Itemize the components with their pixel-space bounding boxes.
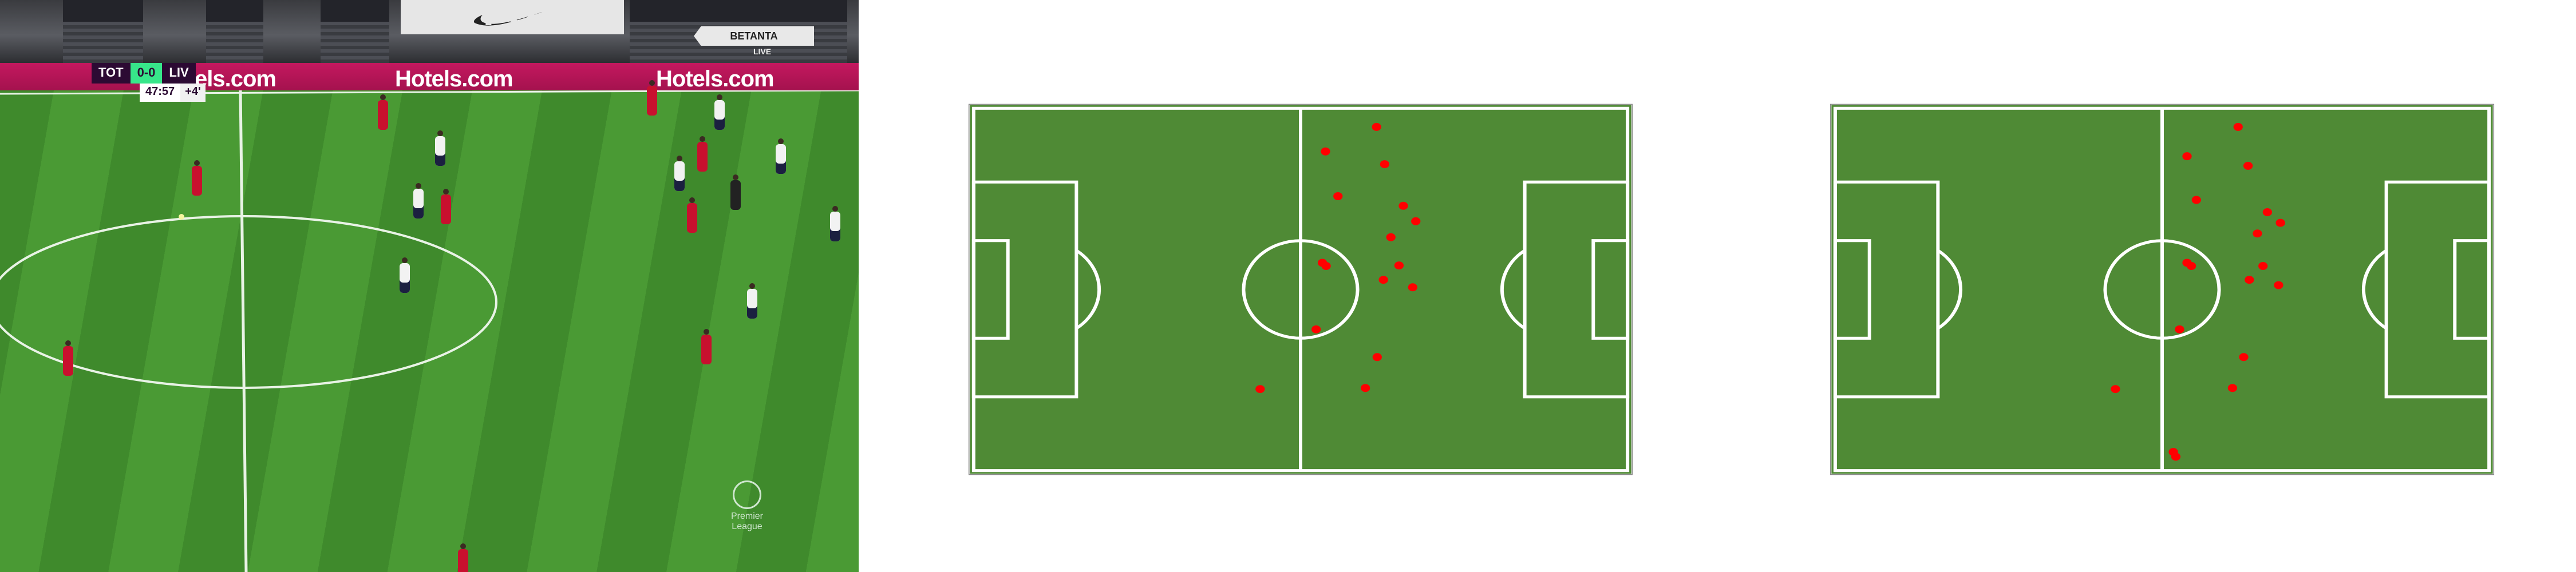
player-dot xyxy=(2171,452,2181,461)
stand-lettering: YOO xyxy=(475,0,575,34)
player-tottenham xyxy=(747,283,757,319)
sponsor-banner-nike xyxy=(401,0,624,34)
player-dot xyxy=(1378,276,1388,284)
player-dot xyxy=(2239,353,2249,362)
player-dot xyxy=(1360,384,1370,392)
player-dot xyxy=(1408,283,1417,292)
tv-live-label: LIVE xyxy=(753,47,772,56)
player-tottenham xyxy=(435,130,445,166)
player-dot xyxy=(2243,161,2253,170)
player-dot xyxy=(2275,219,2285,227)
player-tottenham xyxy=(413,183,424,219)
ad-board-text: Hotels.com xyxy=(395,66,513,92)
pitch-diagram-left xyxy=(967,103,1634,476)
player-dot xyxy=(1311,325,1321,333)
centre-circle xyxy=(2103,239,2221,340)
broadcast-frame: YOO BETANTA LIVE els.com Hotels.com Hote… xyxy=(0,0,859,572)
player-dot xyxy=(1333,192,1343,200)
penalty-arc-right xyxy=(2361,249,2388,330)
player-dot xyxy=(1255,385,1265,394)
player-liverpool xyxy=(441,189,451,224)
ad-board-text: Hotels.com xyxy=(656,66,775,92)
player-dot xyxy=(1398,201,1408,210)
player-tottenham xyxy=(674,156,685,191)
player-dot xyxy=(2227,384,2238,392)
player-dot xyxy=(1394,261,1404,270)
player-dot xyxy=(1321,147,1330,156)
player-tottenham xyxy=(830,206,840,241)
player-dot xyxy=(2262,208,2273,216)
player-liverpool xyxy=(378,94,388,130)
player-dot xyxy=(2253,229,2262,238)
player-dot xyxy=(2274,281,2283,289)
referee xyxy=(730,174,741,210)
player-dot xyxy=(1411,217,1421,225)
player-dot xyxy=(2186,262,2196,271)
player-liverpool xyxy=(63,340,73,376)
competition-logo-text: Premier League xyxy=(730,511,763,531)
player-dot xyxy=(1372,353,1382,362)
player-dot xyxy=(1372,122,1381,131)
pitch-svg xyxy=(1829,103,2495,476)
stadium-stands: YOO BETANTA LIVE xyxy=(0,0,859,64)
touchline xyxy=(0,90,859,95)
goal-area-right xyxy=(1591,239,1630,340)
stand-block xyxy=(321,0,389,64)
player-liverpool xyxy=(697,136,708,172)
player-dot xyxy=(1386,233,1396,241)
player-liverpool xyxy=(458,543,468,572)
goal-area-left xyxy=(971,239,1010,340)
player-dot xyxy=(2233,122,2243,131)
player-tottenham xyxy=(400,257,410,293)
nike-swoosh-icon xyxy=(473,9,550,26)
away-team-label: LIV xyxy=(162,63,196,84)
player-tottenham xyxy=(714,94,725,130)
centre-circle xyxy=(0,215,497,389)
premier-league-logo: Premier League xyxy=(726,480,768,549)
goal-area-left xyxy=(1833,239,1871,340)
penalty-arc-left xyxy=(1075,249,1101,330)
penalty-arc-right xyxy=(1500,249,1526,330)
lion-crest-icon xyxy=(733,480,761,509)
ad-board-text: els.com xyxy=(195,66,276,92)
halfway-line xyxy=(239,90,248,572)
player-dot xyxy=(2182,152,2192,161)
stand-block xyxy=(63,0,143,64)
penalty-arc-left xyxy=(1937,249,1963,330)
player-liverpool xyxy=(192,160,202,196)
goal-area-right xyxy=(2453,239,2491,340)
player-liverpool xyxy=(701,329,712,364)
player-liverpool xyxy=(647,80,657,116)
ball xyxy=(179,214,184,220)
centre-circle xyxy=(1242,239,1360,340)
player-dot xyxy=(1380,160,1390,169)
player-dot xyxy=(2258,262,2268,271)
player-dot xyxy=(1321,262,1331,271)
match-score: 0-0 xyxy=(130,63,163,84)
clock-time: 47:57 xyxy=(140,84,181,102)
pitch-svg xyxy=(967,103,1634,476)
match-clock: 47:57 +4' xyxy=(140,84,206,102)
player-dot xyxy=(2245,276,2254,284)
player-dot xyxy=(2175,325,2184,333)
added-time: +4' xyxy=(180,84,206,102)
scoreboard: TOT 0-0 LIV xyxy=(92,63,196,84)
tv-brand-logo: BETANTA xyxy=(694,26,814,46)
pitch-outer-border xyxy=(1830,104,2495,475)
pitch-diagram-right xyxy=(1829,103,2495,476)
stand-block xyxy=(206,0,263,64)
home-team-label: TOT xyxy=(92,63,131,84)
pitch-outer-border xyxy=(968,104,1633,475)
player-dot xyxy=(2111,385,2120,394)
player-dot xyxy=(2191,196,2201,204)
player-tottenham xyxy=(776,138,786,174)
player-liverpool xyxy=(687,197,697,233)
